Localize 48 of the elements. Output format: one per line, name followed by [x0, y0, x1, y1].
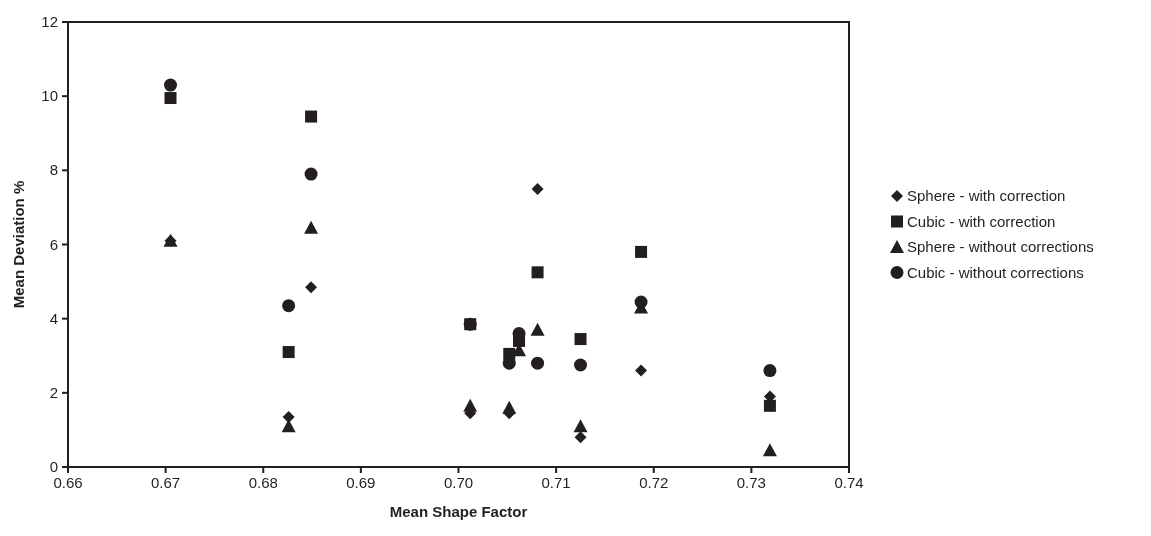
point: [164, 78, 178, 92]
point: [164, 92, 177, 105]
point: [574, 333, 587, 346]
point: [502, 400, 517, 414]
y-tick-label: 10: [41, 87, 58, 105]
point: [574, 358, 588, 372]
y-axis-title: Mean Deviation %: [10, 180, 27, 309]
legend-label: Cubic - with correction: [907, 212, 1056, 230]
y-tick-label: 4: [49, 309, 58, 327]
x-tick-label: 0.66: [53, 474, 83, 491]
point: [762, 443, 777, 457]
x-tick-label: 0.71: [541, 474, 571, 491]
x-tick-label: 0.68: [248, 474, 278, 491]
x-tick-label: 0.70: [443, 474, 474, 491]
point: [574, 431, 587, 444]
y-tick-label: 6: [49, 235, 58, 253]
point: [635, 245, 648, 258]
point: [304, 167, 318, 181]
x-axis-title: Mean Shape Factor: [389, 503, 528, 520]
x-tick-label: 0.73: [736, 474, 766, 491]
point: [282, 346, 295, 359]
point: [531, 356, 545, 370]
point: [531, 266, 544, 279]
x-tick-label: 0.67: [151, 474, 181, 491]
point: [463, 398, 478, 412]
point: [573, 419, 588, 433]
y-tick-label: 2: [49, 383, 58, 401]
point: [282, 299, 296, 313]
y-tick-label: 8: [49, 161, 58, 179]
point: [305, 110, 318, 123]
x-tick-label: 0.72: [639, 474, 669, 491]
x-tick-label: 0.69: [346, 474, 376, 491]
point: [281, 419, 296, 433]
point: [763, 399, 776, 412]
legend-label: Sphere - without corrections: [907, 238, 1094, 255]
y-tick-label: 12: [41, 13, 58, 30]
legend-label: Sphere - with correction: [907, 187, 1066, 204]
point: [763, 364, 777, 378]
point: [282, 410, 295, 423]
point: [634, 295, 648, 309]
point: [305, 281, 318, 294]
legend-label: Cubic - without corrections: [907, 263, 1084, 281]
y-tick-label: 0: [49, 458, 58, 475]
x-tick-label: 0.74: [834, 474, 864, 491]
point: [635, 364, 648, 377]
point: [530, 322, 545, 336]
point: [304, 220, 319, 234]
point: [531, 182, 544, 195]
